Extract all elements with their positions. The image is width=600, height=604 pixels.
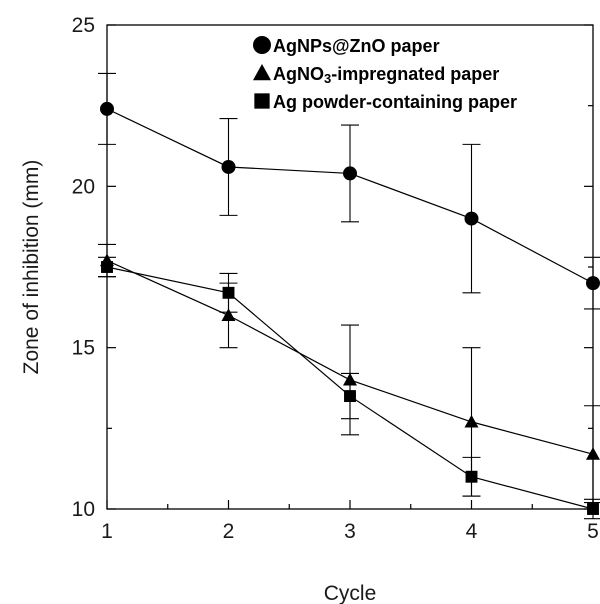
y-axis-title: Zone of inhibition (mm) [20, 160, 43, 375]
x-tick-label: 5 [587, 520, 599, 543]
x-tick-label: 1 [101, 520, 113, 543]
square-marker [222, 286, 235, 299]
legend: AgNPs@ZnO paper AgNO3-impregnated paper Ag… [253, 36, 517, 112]
triangle-marker [464, 414, 479, 428]
legend-entry-1: AgNPs@ZnO paper [273, 36, 440, 56]
axis-ticks [106, 24, 594, 510]
x-tick-label: 3 [344, 520, 356, 543]
circle-marker [464, 211, 479, 226]
y-tick-label: 10 [72, 498, 95, 521]
legend-entry-3: Ag powder-containing paper [273, 92, 517, 112]
circle-marker [343, 166, 357, 181]
legend-square-icon [254, 93, 270, 109]
circle-marker [221, 159, 236, 174]
x-tick-label: 4 [466, 520, 478, 543]
legend-circle-icon [253, 36, 271, 54]
triangle-marker [221, 308, 236, 321]
x-tick-label: 2 [223, 520, 235, 543]
tick-labels: 1 2 3 4 5 10 15 20 25 [72, 14, 599, 543]
y-tick-label: 25 [72, 14, 95, 37]
triangle-marker [343, 372, 357, 386]
y-tick-label: 20 [72, 175, 95, 198]
square-marker [465, 470, 478, 483]
x-axis-title: Cycle [324, 582, 377, 604]
legend-triangle-icon [253, 64, 271, 81]
y-tick-label: 15 [72, 337, 95, 360]
square-marker [344, 390, 356, 403]
legend-entry-2: AgNO3-impregnated paper [273, 64, 499, 86]
